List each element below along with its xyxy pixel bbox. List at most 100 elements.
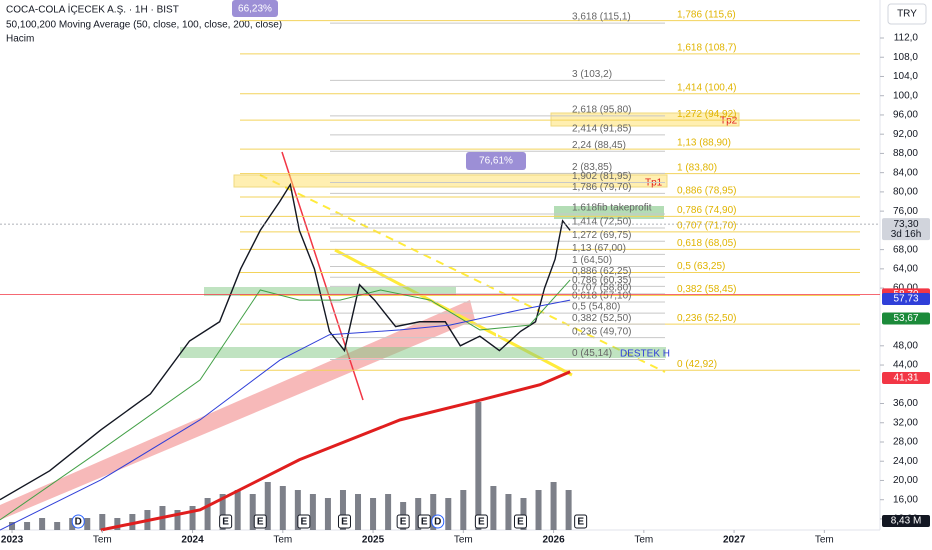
volume-bar [279,486,286,530]
volume-label: Hacim [6,34,34,45]
x-tick-label: 2027 [723,535,746,546]
volume-bar [39,518,46,530]
x-tick-label: 2023 [1,535,24,546]
price-tag [882,293,930,306]
fib-label: 2 (83,85) [572,162,612,173]
price-tag-label: 41,31 [893,373,918,384]
y-tick-label: 84,00 [893,167,918,178]
volume-bar [535,490,542,530]
trend-line [281,151,364,401]
fib-label: 0,786 (74,90) [677,205,737,216]
y-tick-label: 64,00 [893,263,918,274]
indicator-label: 50,100,200 Moving Average (50, close, 10… [6,20,282,31]
price-tag [882,218,930,241]
fib-label: 0,5 (63,25) [677,261,725,272]
price-line [0,182,571,501]
price-line [0,299,571,531]
event-label: D [75,517,82,528]
y-tick-label: 88,00 [893,148,918,159]
volume-bar [174,510,181,530]
volume-bar [264,482,271,530]
x-tick-label: Tem [815,535,834,546]
x-tick-label: Tem [273,535,292,546]
fib-label: 1 (64,50) [572,255,612,266]
gain-label: 66,23% [238,4,272,15]
fib-label: 0,236 (52,50) [677,313,737,324]
volume-bar [490,486,497,530]
fib-label: 1,786 (79,70) [572,182,632,193]
y-tick-label: 48,00 [893,340,918,351]
event-icon [431,514,445,529]
fib-label: 0,886 (78,95) [677,186,737,197]
event-label: E [222,517,229,528]
y-tick-label: 28,00 [893,437,918,448]
fib-label: 1.618fib takeprofit [572,203,652,214]
price-tag [882,312,930,325]
volume-bar [189,506,196,530]
y-tick-label: 92,00 [893,129,918,140]
x-tick-label: Tem [454,535,473,546]
event-icon [219,514,233,529]
volume-bar [550,482,557,530]
x-tick-label: 2025 [362,535,385,546]
fib-label: 2,414 (91,85) [572,124,632,135]
y-tick-label: 80,00 [893,187,918,198]
badge [466,152,526,170]
fib-label: 0,707 (58,80) [572,282,632,293]
volume-bar [54,522,61,530]
x-tick-label: Tem [634,535,653,546]
volume-bar [505,494,512,530]
volume-bar [114,518,121,530]
event-icon [297,514,311,529]
badge [232,0,278,17]
event-icon [574,514,588,529]
price-line [0,279,571,521]
gain-label: 76,61% [479,156,513,167]
event-icon [253,514,267,529]
fib-label: 0 (42,92) [677,359,717,370]
y-tick-label: 100,0 [893,90,918,101]
fib-label: 1,272 (94,92) [677,109,737,120]
event-label: E [478,517,485,528]
volume-bar [355,494,362,530]
volume-bar [339,490,346,530]
fib-label: 0,382 (58,45) [677,284,737,295]
fib-label: 1,414 (100,4) [677,82,737,93]
currency[interactable]: TRY [897,9,917,20]
volume-bar [385,494,392,530]
price-tag-label: 73,30 [893,219,918,230]
trend-line [259,174,666,373]
y-tick-label: 16,00 [893,494,918,505]
volume-bar [324,498,331,530]
volume-bar [475,402,482,530]
zone [233,174,668,188]
volume-bar [249,494,256,530]
y-tick-label: 60,00 [893,283,918,294]
fib-label: 1,13 (67,00) [572,243,626,254]
y-tick-label: 44,00 [893,360,918,371]
fib-label: 0,382 (52,50) [572,313,632,324]
x-tick-label: 2026 [542,535,565,546]
price-line [100,370,571,532]
chart-title: COCA-COLA İÇECEK A.Ş. · 1H · BIST [6,3,179,16]
volume-bar [204,498,211,530]
fib-label: 0,5 (54,80) [572,302,620,313]
volume-bar [460,490,467,530]
volume-bar [309,494,316,530]
volume-bar [445,498,452,530]
y-tick-label: 68,00 [893,244,918,255]
fib-label: 1,902 (81,95) [572,171,632,182]
event-label: E [301,517,308,528]
currency-button[interactable] [887,3,927,25]
event-icon [396,514,410,529]
volume-tag-label: 8,43 M [891,516,922,527]
price-tag-label: 57,73 [893,294,918,305]
fib-label: 2,24 (88,45) [572,140,626,151]
y-tick-label: 24,00 [893,456,918,467]
fib-label: 2,618 (95,80) [572,105,632,116]
event-label: E [577,517,584,528]
event-icon [417,514,431,529]
volume-bar [415,498,422,530]
fib-label: 0,786 (60,35) [572,275,632,286]
